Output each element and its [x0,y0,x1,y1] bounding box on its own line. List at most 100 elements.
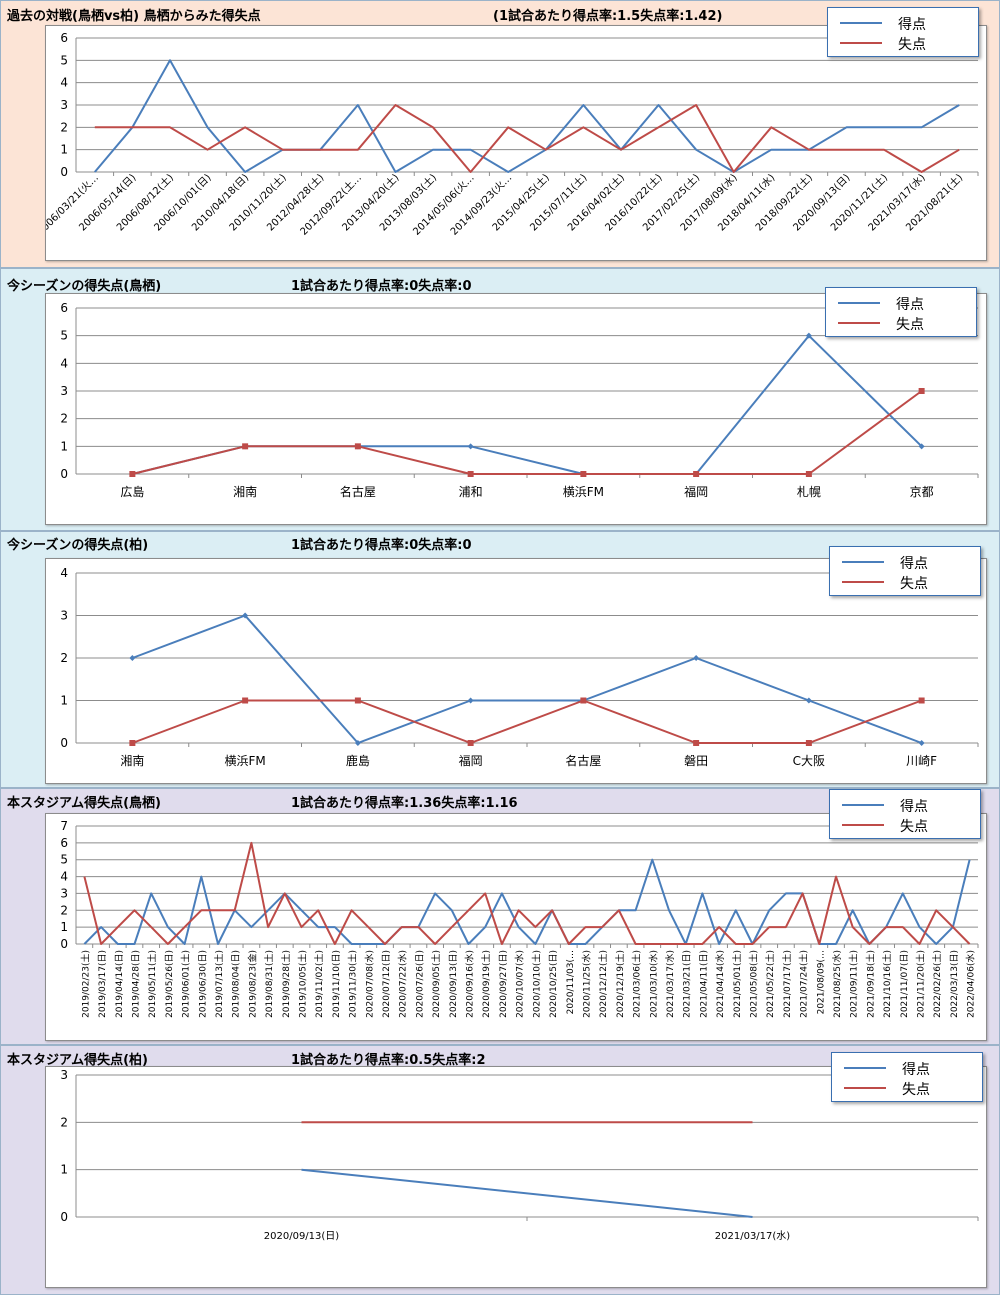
concede-point [806,471,812,477]
y-tick-label: 0 [60,937,68,951]
score-point [693,655,699,661]
x-tick-label: 2019/06/01(土) [180,950,192,1018]
section-rate: (1試合あたり得点率:1.5失点率:1.42) [493,5,722,24]
x-tick-label: 2021/05/08(土) [748,950,760,1018]
concede-point [242,698,248,704]
x-tick-label: 2019/07/13(土) [213,950,225,1018]
legend-concede-swatch [842,824,884,826]
x-tick-label: 2019/08/23(金) [246,950,258,1018]
x-tick-label: 名古屋 [340,484,376,499]
y-tick-label: 1 [60,143,68,157]
section-title: 今シーズンの得失点(柏) [7,534,148,553]
section-history: 過去の対戦(鳥栖vs柏) 鳥栖からみた得失点 (1試合あたり得点率:1.5失点率… [0,0,1000,268]
score-series-line [132,336,921,474]
legend-score-label: 得点 [896,294,924,314]
concede-point [919,388,925,394]
legend-concede-label: 失点 [896,314,924,334]
x-tick-label: 2020/11/03(… [566,950,576,1014]
score-series-line [302,1170,753,1217]
x-tick-label: 2022/02/26(土) [931,950,943,1018]
x-tick-label: 2021/03/06(土) [631,950,643,1018]
x-tick-label: 2020/09/05(土) [430,950,442,1018]
y-tick-label: 0 [60,467,68,481]
y-tick-label: 6 [60,301,68,315]
x-tick-label: 広島 [120,484,144,499]
x-tick-label: 2019/11/30(土) [347,950,359,1018]
concede-point [468,740,474,746]
y-tick-label: 3 [60,886,68,900]
line-chart: 012345672019/02/23(土) 2019/03/17(日) 2019/0… [46,814,988,1042]
line-chart: 01234562006/03/21(火…2006/05/14(日)2006/08… [46,26,988,262]
x-tick-label: 2021/11/20(土) [915,950,927,1018]
x-tick-label: 札幌 [797,484,821,499]
x-tick-label: 2021/09/18(土) [864,950,876,1018]
x-tick-label: 2021/08/25(水) [831,950,843,1018]
x-tick-label: 2019/02/23(土) [79,950,91,1018]
concede-point [693,740,699,746]
x-tick-label: 2012/09/22(土… [297,171,364,238]
x-tick-label: 2019/04/28(日) [130,950,141,1018]
legend-score-label: 得点 [898,14,926,34]
legend-concede-swatch [840,42,882,44]
section-rate: 1試合あたり得点率:0失点率:0 [291,275,472,294]
y-tick-label: 7 [60,819,68,833]
score-series-line [95,60,959,172]
x-tick-label: 2019/03/17(日) [97,950,108,1018]
x-tick-label: 2019/10/05(土) [297,950,309,1018]
x-tick-label: 川崎F [906,754,937,768]
concede-point [242,443,248,449]
plot-area: 0 1 2 3 4 5 6 2006/03/21(火… 2006/05/14(日) 2006/08… [45,25,987,261]
x-tick-label: 2019/04/14(日) [114,950,125,1018]
concede-point [355,443,361,449]
x-tick-label: 京都 [910,485,934,499]
y-tick-label: 2 [60,903,68,917]
legend-score-swatch [838,302,880,304]
section-season-tosu: 今シーズンの得失点(鳥栖) 1試合あたり得点率:0失点率:0 0 1 2 3 4 5 6 広島… [0,268,1000,531]
score-point [806,698,812,704]
x-tick-label: 横浜FM [563,485,604,499]
legend-concede-label: 失点 [898,34,926,54]
x-tick-label: 2020/07/26(日) [414,950,425,1018]
y-tick-label: 1 [60,920,68,934]
y-tick-label: 6 [60,31,68,45]
concede-point [468,471,474,477]
concede-series-line [132,701,921,744]
concede-point [355,698,361,704]
section-season-kashiwa: 今シーズンの得失点(柏) 1試合あたり得点率:0失点率:0 0 1 2 3 4 湘南 横浜F… [0,531,1000,788]
legend-concede-swatch [842,581,884,583]
legend-score-label: 得点 [900,796,928,816]
x-tick-label: 2021/04/11(日) [698,950,709,1018]
x-tick-label: 2020/10/07(水) [514,950,526,1018]
legend: 得点 失点 [831,1052,983,1102]
x-tick-label: 2021/03/17(水) [664,950,676,1018]
x-tick-label: 2022/03/13(日) [949,950,960,1018]
y-tick-label: 1 [60,439,68,453]
legend: 得点 失点 [829,546,981,596]
x-tick-label: 名古屋 [565,753,601,768]
y-tick-label: 4 [60,870,68,884]
x-tick-label: 福岡 [684,484,708,499]
section-rate: 1試合あたり得点率:0失点率:0 [291,534,472,553]
y-tick-label: 5 [60,329,68,343]
x-tick-label: 2021/07/17(土) [781,950,793,1018]
y-tick-label: 2 [60,412,68,426]
x-tick-label: 2020/07/22(水) [397,950,409,1018]
x-tick-label: 2019/11/02(土) [313,950,325,1018]
section-rate: 1試合あたり得点率:1.36失点率:1.16 [291,792,518,811]
section-title: 今シーズンの得失点(鳥栖) [7,275,161,294]
x-tick-label: 2020/10/25(日) [548,950,559,1018]
score-series-line [132,616,921,744]
section-title: 本スタジアム得失点(鳥栖) [7,792,161,811]
concede-point [129,740,135,746]
legend-score-swatch [842,804,884,806]
x-tick-label: 2014/05/06(火… [411,172,477,238]
legend-score-swatch [842,561,884,563]
x-tick-label: 2019/08/04(日) [231,950,242,1018]
concede-point [919,698,925,704]
x-tick-label: 2021/09/11(土) [848,950,860,1018]
legend-concede-label: 失点 [902,1079,930,1099]
x-tick-label: 2021/07/24(土) [798,950,810,1018]
score-point [468,443,474,449]
x-tick-label: 2020/09/13(日) [448,950,459,1018]
section-stadium-kashiwa: 本スタジアム得失点(柏) 1試合あたり得点率:0.5失点率:2 0 1 2 3 2020… [0,1045,1000,1295]
